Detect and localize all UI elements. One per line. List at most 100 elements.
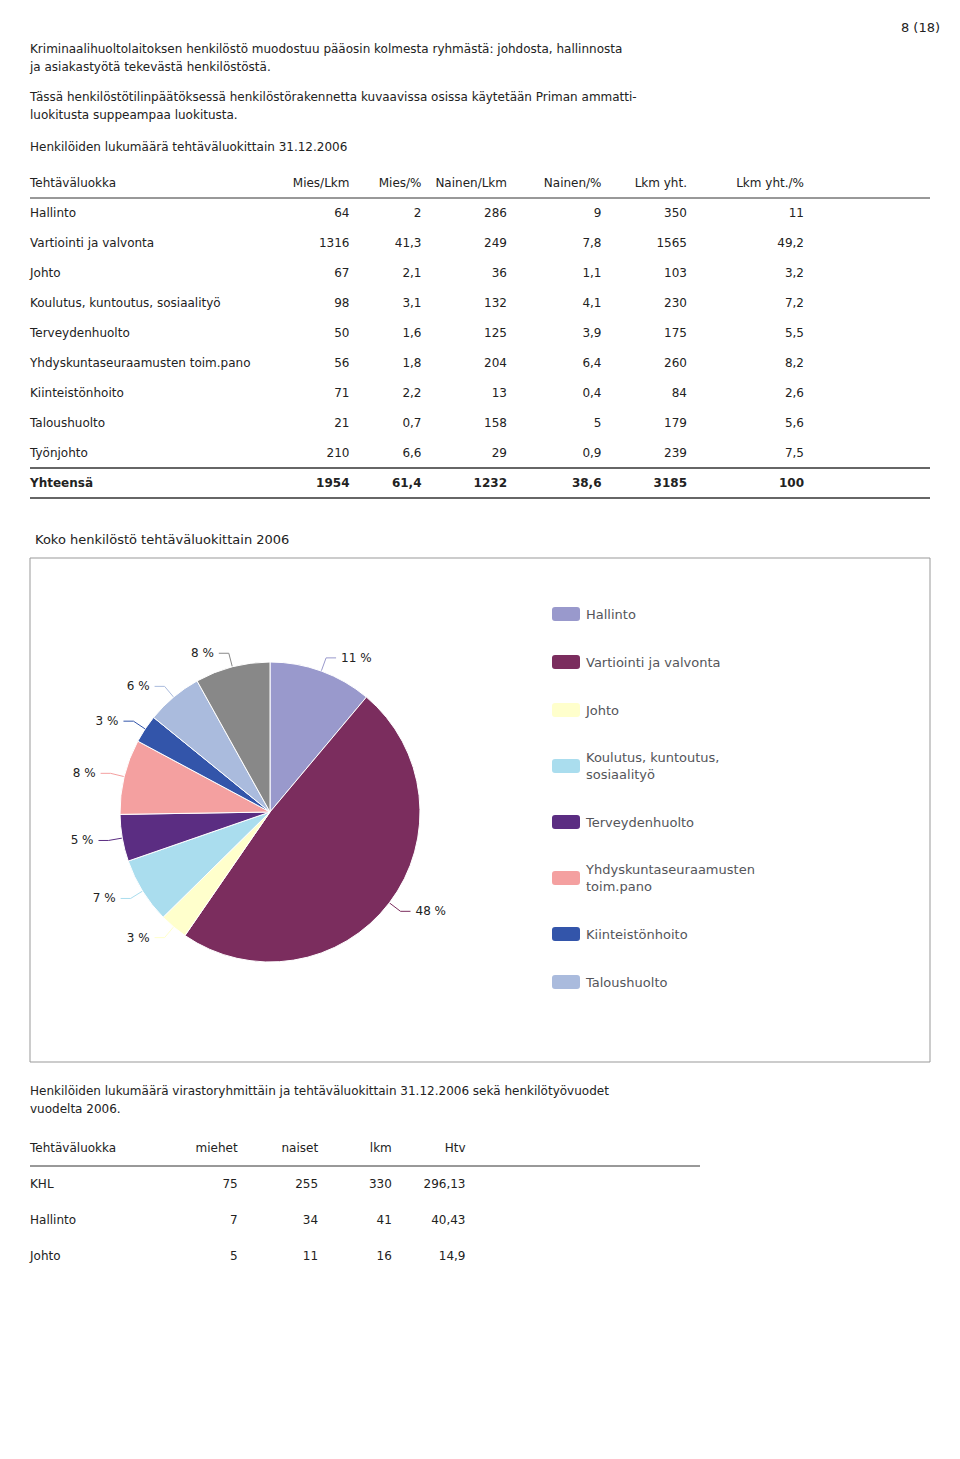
svg-text:36: 36 — [492, 266, 507, 280]
svg-text:132: 132 — [484, 296, 507, 310]
svg-text:204: 204 — [484, 356, 507, 370]
svg-text:lkm: lkm — [370, 1141, 392, 1155]
svg-text:5 %: 5 % — [71, 833, 94, 847]
svg-text:34: 34 — [303, 1213, 318, 1227]
svg-text:3 %: 3 % — [96, 714, 119, 728]
svg-text:48 %: 48 % — [416, 904, 447, 918]
svg-text:260: 260 — [664, 356, 687, 370]
svg-text:Htv: Htv — [445, 1141, 466, 1155]
svg-text:1954: 1954 — [316, 476, 349, 490]
svg-text:Lkm yht./%: Lkm yht./% — [736, 176, 804, 190]
svg-text:Tässä henkilöstötilinpäätökses: Tässä henkilöstötilinpäätöksessä henkilö… — [29, 90, 637, 104]
svg-text:296,13: 296,13 — [424, 1177, 466, 1191]
svg-text:Hallinto: Hallinto — [30, 1213, 76, 1227]
svg-text:sosiaalityö: sosiaalityö — [586, 767, 655, 782]
svg-text:8,2: 8,2 — [785, 356, 804, 370]
svg-text:Mies/Lkm: Mies/Lkm — [293, 176, 350, 190]
svg-text:Tehtäväluokka: Tehtäväluokka — [29, 1141, 116, 1155]
svg-text:40,43: 40,43 — [431, 1213, 465, 1227]
svg-text:Kiinteistönhoito: Kiinteistönhoito — [586, 927, 688, 942]
svg-text:249: 249 — [484, 236, 507, 250]
svg-text:Johto: Johto — [29, 1249, 61, 1263]
svg-text:3185: 3185 — [654, 476, 687, 490]
svg-text:2,1: 2,1 — [402, 266, 421, 280]
svg-text:Yhdyskuntaseuraamusten toim.pa: Yhdyskuntaseuraamusten toim.pano — [29, 356, 251, 370]
svg-text:Lkm yht.: Lkm yht. — [635, 176, 687, 190]
svg-text:49,2: 49,2 — [777, 236, 804, 250]
svg-text:Terveydenhuolto: Terveydenhuolto — [29, 326, 130, 340]
svg-text:Henkilöiden lukumäärä virastor: Henkilöiden lukumäärä virastoryhmittäin … — [30, 1084, 609, 1098]
svg-text:8 %: 8 % — [191, 646, 214, 660]
svg-text:naiset: naiset — [281, 1141, 318, 1155]
svg-text:Nainen/Lkm: Nainen/Lkm — [435, 176, 507, 190]
svg-text:Taloushuolto: Taloushuolto — [29, 416, 105, 430]
svg-text:7,2: 7,2 — [785, 296, 804, 310]
svg-text:Mies/%: Mies/% — [379, 176, 422, 190]
svg-text:6 %: 6 % — [127, 679, 150, 693]
svg-text:210: 210 — [327, 446, 350, 460]
svg-text:3,2: 3,2 — [785, 266, 804, 280]
svg-text:56: 56 — [334, 356, 349, 370]
svg-text:luokitusta suppeampaa luokitus: luokitusta suppeampaa luokitusta. — [30, 108, 238, 122]
svg-text:Henkilöiden lukumäärä tehtäväl: Henkilöiden lukumäärä tehtäväluokittain … — [30, 140, 347, 154]
svg-text:330: 330 — [369, 1177, 392, 1191]
svg-text:61,4: 61,4 — [392, 476, 422, 490]
svg-text:125: 125 — [484, 326, 507, 340]
svg-text:1,6: 1,6 — [402, 326, 421, 340]
svg-text:100: 100 — [779, 476, 804, 490]
svg-text:230: 230 — [664, 296, 687, 310]
svg-text:11: 11 — [789, 206, 804, 220]
svg-text:3,1: 3,1 — [402, 296, 421, 310]
svg-text:2,2: 2,2 — [402, 386, 421, 400]
svg-text:41: 41 — [377, 1213, 392, 1227]
svg-text:Koko henkilöstö tehtäväluokitt: Koko henkilöstö tehtäväluokittain 2006 — [35, 532, 289, 547]
svg-text:Nainen/%: Nainen/% — [544, 176, 602, 190]
svg-text:Koulutus, kuntoutus,: Koulutus, kuntoutus, — [586, 750, 719, 765]
svg-text:toim.pano: toim.pano — [586, 879, 652, 894]
svg-text:Hallinto: Hallinto — [30, 206, 76, 220]
svg-text:Vartiointi ja valvonta: Vartiointi ja valvonta — [30, 236, 154, 250]
svg-text:Hallinto: Hallinto — [586, 607, 636, 622]
svg-text:71: 71 — [334, 386, 349, 400]
svg-text:0,7: 0,7 — [402, 416, 421, 430]
svg-text:ja asiakastyötä tekevästä henk: ja asiakastyötä tekevästä henkilöstöstä. — [29, 60, 271, 74]
svg-text:7 %: 7 % — [93, 891, 116, 905]
svg-text:13: 13 — [492, 386, 507, 400]
svg-text:21: 21 — [334, 416, 349, 430]
svg-text:67: 67 — [334, 266, 349, 280]
svg-text:2,6: 2,6 — [785, 386, 804, 400]
svg-text:14,9: 14,9 — [439, 1249, 466, 1263]
svg-text:5: 5 — [230, 1249, 238, 1263]
svg-text:0,9: 0,9 — [582, 446, 601, 460]
svg-text:4,1: 4,1 — [582, 296, 601, 310]
svg-text:5,5: 5,5 — [785, 326, 804, 340]
svg-text:7: 7 — [230, 1213, 238, 1227]
svg-text:16: 16 — [377, 1249, 392, 1263]
svg-text:64: 64 — [334, 206, 349, 220]
svg-text:Yhdyskuntaseuraamusten: Yhdyskuntaseuraamusten — [585, 862, 755, 877]
svg-text:Johto: Johto — [29, 266, 61, 280]
svg-text:1316: 1316 — [319, 236, 350, 250]
svg-text:Taloushuolto: Taloushuolto — [585, 975, 667, 990]
svg-text:255: 255 — [295, 1177, 318, 1191]
svg-text:Terveydenhuolto: Terveydenhuolto — [585, 815, 694, 830]
svg-text:29: 29 — [492, 446, 507, 460]
svg-text:Tehtäväluokka: Tehtäväluokka — [29, 176, 116, 190]
svg-text:350: 350 — [664, 206, 687, 220]
svg-text:8 (18): 8 (18) — [901, 20, 940, 35]
svg-text:1232: 1232 — [474, 476, 507, 490]
svg-text:6,6: 6,6 — [402, 446, 421, 460]
svg-text:6,4: 6,4 — [582, 356, 601, 370]
svg-text:9: 9 — [594, 206, 602, 220]
svg-text:103: 103 — [664, 266, 687, 280]
svg-text:miehet: miehet — [196, 1141, 238, 1155]
svg-text:5: 5 — [594, 416, 602, 430]
svg-text:158: 158 — [484, 416, 507, 430]
svg-text:38,6: 38,6 — [572, 476, 602, 490]
svg-text:vuodelta 2006.: vuodelta 2006. — [30, 1102, 121, 1116]
svg-text:1,1: 1,1 — [582, 266, 601, 280]
svg-text:286: 286 — [484, 206, 507, 220]
svg-text:Kiinteistönhoito: Kiinteistönhoito — [30, 386, 124, 400]
svg-text:5,6: 5,6 — [785, 416, 804, 430]
svg-text:98: 98 — [334, 296, 349, 310]
